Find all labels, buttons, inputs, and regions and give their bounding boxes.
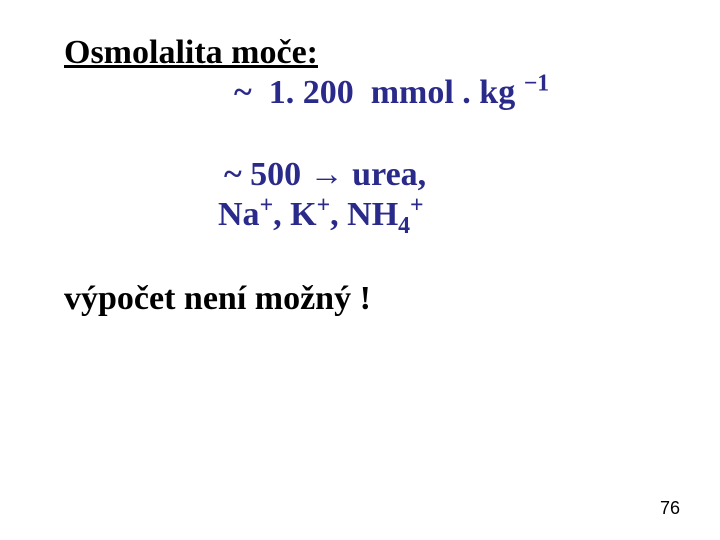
tilde: ~: [234, 74, 252, 111]
value-1200: 1. 200: [269, 74, 354, 111]
page-number: 76: [660, 498, 680, 519]
unit-mmol-kg: mmol . kg −1: [371, 74, 549, 111]
title-osmolality: Osmolalita moče:: [64, 34, 318, 72]
line-calc-impossible: výpočet není možný !: [64, 280, 371, 318]
line-ions: Na+, K+, NH4+: [218, 196, 424, 234]
line-urea-500: ~ 500 → urea,: [224, 156, 426, 194]
slide: Osmolalita moče: ~ 1. 200 mmol . kg −1 ~…: [0, 0, 720, 540]
line-osmolality-value: ~ 1. 200 mmol . kg −1: [234, 74, 549, 112]
